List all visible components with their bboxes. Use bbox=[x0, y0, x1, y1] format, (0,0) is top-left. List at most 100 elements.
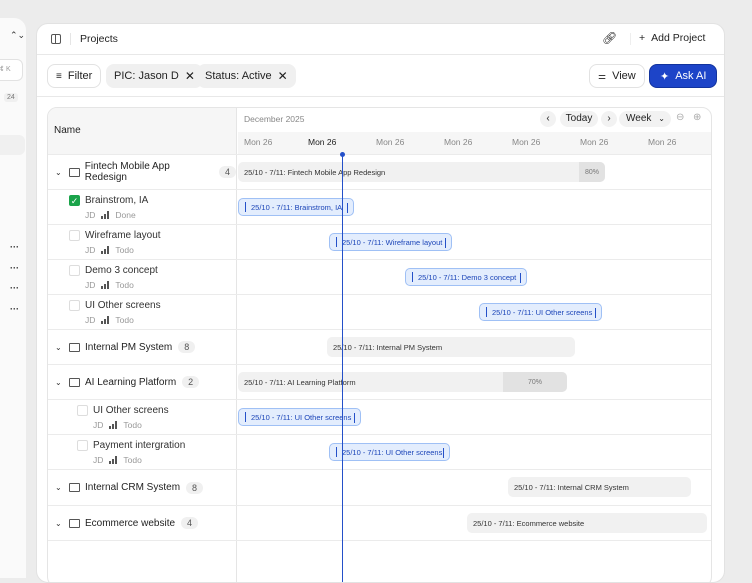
chevron-down-icon[interactable]: ⌄ bbox=[55, 377, 62, 387]
gantt-bar[interactable]: 25/10 - 7/11: UI Other screens bbox=[329, 443, 450, 461]
bar-label: 25/10 - 7/11: Internal CRM System bbox=[514, 482, 629, 492]
task-row[interactable]: Wireframe layout JD Todo 25/10 - 7/11: Wire… bbox=[48, 224, 711, 259]
task-count-badge: 8 bbox=[178, 341, 196, 353]
close-icon[interactable]: ✕ bbox=[184, 69, 195, 83]
sliders-icon: ⚌ bbox=[598, 70, 607, 81]
project-name: Fintech Mobile App Redesign bbox=[84, 161, 170, 183]
project-row[interactable]: ⌄ Internal CRM System 8 25/10 - 7/11: Inter… bbox=[48, 469, 711, 505]
sidebar-selected-item[interactable] bbox=[0, 135, 25, 155]
assignee: JD bbox=[85, 245, 96, 255]
task-checkbox[interactable] bbox=[77, 405, 88, 416]
week-label: Mon 26 bbox=[244, 137, 273, 147]
project-row[interactable]: ⌄ Fintech Mobile App Redesign 4 25/10 - 7/1… bbox=[48, 154, 711, 189]
search-box[interactable]: ⌘ K bbox=[0, 59, 23, 81]
switcher-chevron-icon[interactable]: ⌃⌄ bbox=[10, 30, 26, 40]
project-row[interactable]: ⌄ Ecommerce website 4 25/10 - 7/11: Ecommer… bbox=[48, 505, 711, 540]
task-name: Wireframe layout bbox=[85, 230, 161, 241]
task-name: UI Other screens bbox=[85, 300, 161, 311]
project-name: AI Learning Platform bbox=[85, 376, 177, 388]
task-name: UI Other screens bbox=[93, 405, 169, 416]
task-name: Brainstrom, IA bbox=[85, 195, 149, 206]
page-title: Projects bbox=[80, 33, 118, 45]
gantt-bar[interactable]: 25/10 - 7/11: Demo 3 concept bbox=[405, 268, 527, 286]
project-row[interactable]: ⌄ AI Learning Platform 2 25/10 - 7/11: AI L… bbox=[48, 364, 711, 399]
close-icon[interactable]: ✕ bbox=[277, 69, 288, 83]
scale-label: Week bbox=[626, 113, 652, 124]
task-checkbox[interactable] bbox=[77, 440, 88, 451]
gantt-bar[interactable]: 25/10 - 7/11: UI Other screens bbox=[479, 303, 602, 321]
chevron-down-icon[interactable]: ⌄ bbox=[55, 342, 62, 352]
task-name: Payment intergration bbox=[93, 440, 186, 451]
zoom-in-icon[interactable]: ⊕ bbox=[693, 112, 702, 123]
main-panel: Projects 🔗︎ + Add Project ≡ Filter PIC: Ja… bbox=[36, 23, 725, 583]
task-status: Done bbox=[115, 210, 136, 220]
folder-icon bbox=[69, 483, 80, 492]
bar-label: 25/10 - 7/11: UI Other screens bbox=[251, 412, 352, 422]
filter-icon: ≡ bbox=[56, 70, 62, 82]
add-project-button[interactable]: + Add Project bbox=[639, 32, 705, 44]
week-label: Mon 26 bbox=[512, 137, 541, 147]
filter-chip-status[interactable]: Status: Active ✕ bbox=[197, 64, 296, 88]
assignee: JD bbox=[85, 280, 96, 290]
task-checkbox[interactable]: ✓ bbox=[69, 195, 80, 206]
task-checkbox[interactable] bbox=[69, 230, 80, 241]
zoom-out-icon[interactable]: ⊖ bbox=[676, 112, 685, 123]
project-name: Internal CRM System bbox=[85, 482, 181, 493]
next-button[interactable]: › bbox=[601, 111, 617, 127]
sidebar-toggle-icon[interactable] bbox=[51, 34, 61, 44]
more-button[interactable]: ··· bbox=[10, 263, 19, 273]
assignee: JD bbox=[85, 315, 96, 325]
gantt-bar[interactable]: 25/10 - 7/11: Wireframe layout bbox=[329, 233, 452, 251]
link-icon[interactable]: 🔗︎ bbox=[602, 31, 618, 45]
scale-select[interactable]: Week ⌄ bbox=[619, 111, 671, 127]
chevron-down-icon[interactable]: ⌄ bbox=[55, 167, 62, 177]
priority-icon bbox=[109, 421, 118, 429]
assignee: JD bbox=[93, 420, 104, 430]
folder-icon bbox=[68, 167, 80, 177]
task-checkbox[interactable] bbox=[69, 300, 80, 311]
gantt-chart: Name December 2025 ‹ Today › Week ⌄ ⊖ ⊕ M… bbox=[47, 107, 712, 582]
task-row[interactable]: Payment intergration JD Todo 25/10 - 7/11: … bbox=[48, 434, 711, 469]
ask-ai-button[interactable]: ✦ Ask AI bbox=[649, 64, 718, 88]
project-row[interactable]: ⌄ Internal PM System 8 25/10 - 7/11: Intern… bbox=[48, 329, 711, 364]
more-button[interactable]: ··· bbox=[10, 304, 19, 314]
bar-label: 25/10 - 7/11: Fintech Mobile App Redesig… bbox=[244, 167, 386, 177]
gantt-bar[interactable]: 25/10 - 7/11: Brainstrom, IA bbox=[238, 198, 354, 216]
assignee: JD bbox=[93, 455, 104, 465]
more-button[interactable]: ··· bbox=[10, 283, 19, 293]
gantt-bar[interactable]: 25/10 - 7/11: Internal PM System bbox=[327, 337, 575, 357]
today-button[interactable]: Today bbox=[560, 111, 598, 127]
name-column-header: Name bbox=[54, 125, 81, 136]
chevron-down-icon[interactable]: ⌄ bbox=[55, 518, 62, 528]
chevron-down-icon[interactable]: ⌄ bbox=[55, 483, 62, 492]
task-row[interactable]: ✓ Brainstrom, IA JD Done 25/10 - 7/11: Brain… bbox=[48, 189, 711, 224]
task-name: Demo 3 concept bbox=[85, 265, 158, 276]
task-row[interactable]: UI Other screens JD Todo 25/10 - 7/11: UI O… bbox=[48, 399, 711, 434]
folder-icon bbox=[69, 518, 80, 528]
task-row[interactable]: Demo 3 concept JD Todo 25/10 - 7/11: Demo 3… bbox=[48, 259, 711, 294]
filter-button[interactable]: ≡ Filter bbox=[47, 64, 102, 88]
plus-icon: + bbox=[639, 32, 646, 44]
week-label: Mon 26 bbox=[308, 137, 337, 147]
view-button[interactable]: ⚌ View bbox=[589, 64, 645, 88]
month-label: December 2025 bbox=[244, 114, 305, 124]
folder-icon bbox=[69, 342, 80, 352]
progress-label: 70% bbox=[503, 372, 567, 392]
gantt-bar[interactable]: 25/10 - 7/11: AI Learning Platform 70% bbox=[238, 372, 567, 392]
task-row[interactable]: UI Other screens JD Todo 25/10 - 7/11: UI O… bbox=[48, 294, 711, 329]
priority-icon bbox=[109, 456, 118, 464]
gantt-bar[interactable]: 25/10 - 7/11: UI Other screens bbox=[238, 408, 361, 426]
task-status: Todo bbox=[123, 455, 142, 465]
gantt-bar[interactable]: 25/10 - 7/11: Ecommerce website bbox=[467, 513, 707, 533]
gantt-bar[interactable]: 25/10 - 7/11: Internal CRM System bbox=[508, 477, 691, 497]
sparkle-icon: ✦ bbox=[660, 70, 670, 83]
filter-chip-pic[interactable]: PIC: Jason D ✕ bbox=[106, 64, 203, 88]
today-marker bbox=[340, 152, 345, 157]
more-button[interactable]: ··· bbox=[10, 242, 19, 252]
task-checkbox[interactable] bbox=[69, 265, 80, 276]
add-project-label: Add Project bbox=[651, 32, 706, 44]
task-status: Todo bbox=[115, 280, 134, 290]
bar-label: 25/10 - 7/11: AI Learning Platform bbox=[244, 377, 356, 387]
gantt-bar[interactable]: 25/10 - 7/11: Fintech Mobile App Redesig… bbox=[238, 162, 605, 182]
prev-button[interactable]: ‹ bbox=[540, 111, 556, 127]
